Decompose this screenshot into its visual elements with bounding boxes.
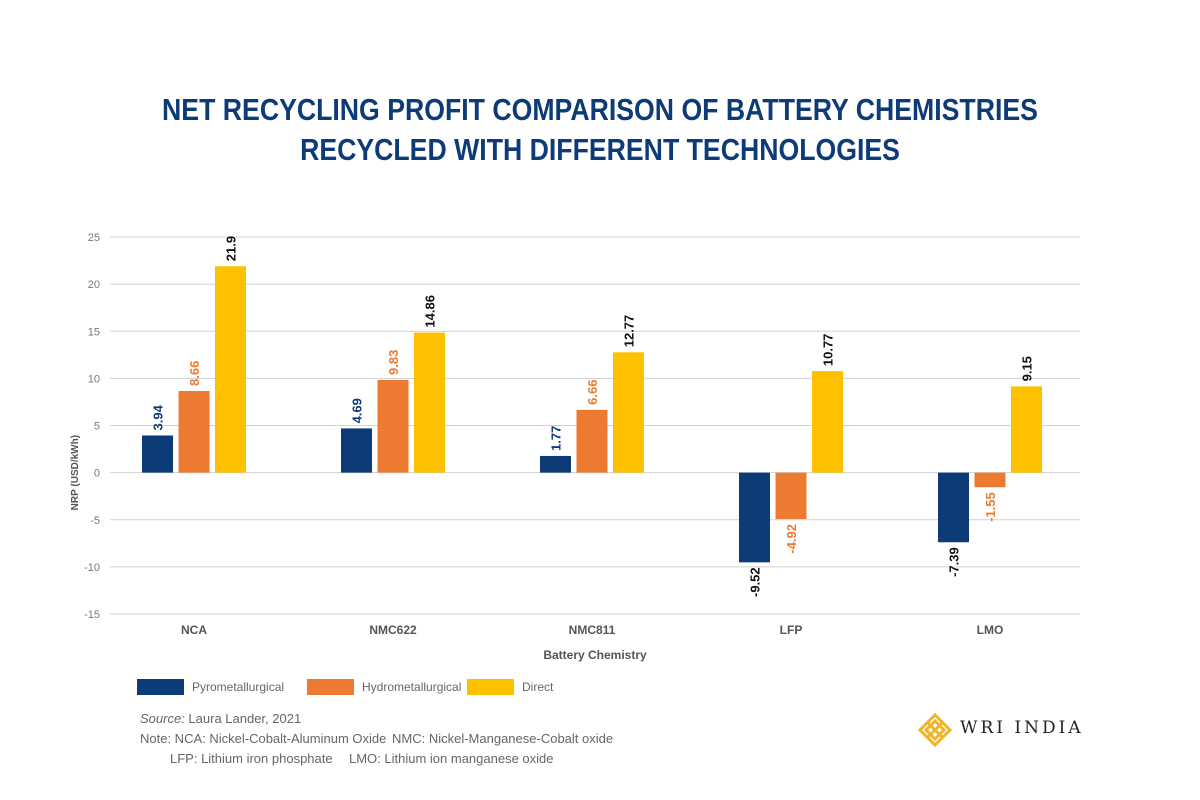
wri-logo-icon — [918, 713, 952, 747]
legend-label-hydrometallurgical: Hydrometallurgical — [362, 680, 462, 694]
data-label: 3.94 — [151, 404, 166, 430]
y-tick-label: 20 — [88, 279, 100, 291]
y-tick-label: -10 — [84, 562, 100, 574]
y-tick-label: 5 — [94, 421, 100, 433]
data-label: -4.92 — [784, 524, 799, 554]
y-tick-label: 10 — [88, 373, 100, 385]
source-note: Source: Laura Lander, 2021 — [140, 711, 301, 726]
data-label: 14.86 — [423, 295, 438, 328]
data-label: 8.66 — [187, 361, 202, 386]
note-nca: Note: NCA: Nickel-Cobalt-Aluminum Oxide — [140, 731, 387, 746]
data-label: -9.52 — [748, 567, 763, 597]
y-tick-label: 15 — [88, 326, 100, 338]
y-tick-label: -15 — [84, 609, 100, 621]
legend-swatch-pyrometallurgical — [137, 679, 184, 695]
note-lfp: LFP: Lithium iron phosphate — [170, 751, 333, 766]
y-tick-label: 25 — [88, 232, 100, 244]
bar-hydrometallurgical-lmo — [974, 472, 1006, 488]
bar-direct-nmc811 — [613, 352, 644, 473]
bar-pyrometallurgical-lmo — [938, 472, 969, 543]
bar-hydrometallurgical-lfp — [775, 472, 807, 519]
x-tick-label-nmc811: NMC811 — [569, 623, 616, 637]
legend-label-direct: Direct — [522, 680, 554, 694]
data-label: 4.69 — [350, 398, 365, 423]
chart-title-line-1: NET RECYCLING PROFIT COMPARISON OF BATTE… — [162, 92, 1038, 127]
source-text: Laura Lander, 2021 — [184, 711, 302, 726]
data-label: 12.77 — [622, 315, 637, 348]
plot-area: 25 20 15 10 5 0 -5 -10 -15 NRP (USD/kWh) Battery C… — [70, 232, 1080, 662]
bar-pyrometallurgical-nmc622 — [341, 428, 372, 473]
legend-label-pyrometallurgical: Pyrometallurgical — [192, 680, 285, 694]
data-label: 21.9 — [224, 236, 239, 261]
bar-direct-nmc622 — [414, 332, 445, 473]
data-label: -7.39 — [947, 547, 962, 577]
x-tick-label-nca: NCA — [181, 623, 207, 637]
wri-india-logo-text: WRI INDIA — [960, 718, 1084, 738]
bar-direct-lfp — [812, 371, 843, 473]
source-label: Source: — [140, 711, 185, 726]
bar-hydrometallurgical-nca — [178, 391, 210, 473]
bar-hydrometallurgical-nmc811 — [576, 409, 608, 473]
y-tick-label: -5 — [90, 515, 100, 527]
y-axis-label: NRP (USD/kWh) — [70, 435, 81, 510]
bar-pyrometallurgical-nmc811 — [540, 455, 571, 473]
note-lmo: LMO: Lithium ion manganese oxide — [349, 751, 554, 766]
chart-title-line-2: RECYCLED WITH DIFFERENT TECHNOLOGIES — [300, 132, 900, 167]
data-label: 9.15 — [1020, 356, 1035, 381]
legend-swatch-hydrometallurgical — [307, 679, 354, 695]
data-label: 10.77 — [821, 334, 836, 367]
bar-pyrometallurgical-lfp — [739, 472, 770, 563]
x-tick-label-nmc622: NMC622 — [369, 623, 417, 637]
bar-direct-nca — [215, 266, 246, 473]
legend-swatch-direct — [467, 679, 514, 695]
bar-direct-lmo — [1011, 386, 1042, 473]
x-tick-label-lfp: LFP — [780, 623, 803, 637]
data-label: -1.55 — [983, 492, 998, 522]
bar-hydrometallurgical-nmc622 — [377, 379, 409, 473]
x-tick-label-lmo: LMO — [977, 623, 1004, 637]
note-nmc: NMC: Nickel-Manganese-Cobalt oxide — [392, 731, 614, 746]
bar-pyrometallurgical-nca — [142, 435, 173, 473]
data-label: 6.66 — [585, 380, 600, 405]
y-tick-label: 0 — [94, 468, 100, 480]
data-label: 1.77 — [549, 426, 564, 451]
data-label: 9.83 — [386, 350, 401, 375]
x-axis-label: Battery Chemistry — [543, 648, 647, 662]
